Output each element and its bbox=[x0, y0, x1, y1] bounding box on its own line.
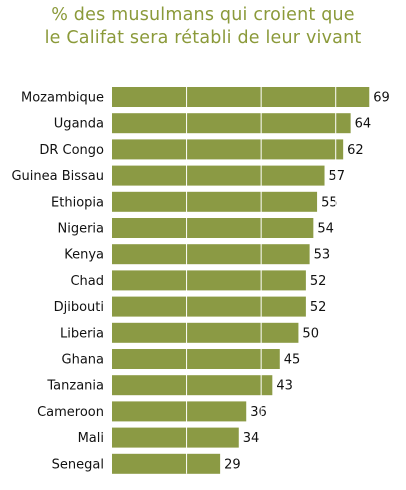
bar-mali bbox=[112, 427, 239, 448]
value-label: 45 bbox=[284, 353, 301, 368]
bar-djibouti bbox=[112, 296, 306, 317]
chart-title: % des musulmans qui croient que le Calif… bbox=[0, 4, 406, 50]
category-label: Djibouti bbox=[54, 300, 104, 315]
category-label: Guinea Bissau bbox=[11, 169, 104, 184]
bar-dr-congo bbox=[112, 139, 344, 160]
value-label: 69 bbox=[373, 91, 390, 106]
bar-tanzania bbox=[112, 375, 273, 396]
gridlines-group bbox=[186, 87, 337, 474]
bar-uganda bbox=[112, 113, 351, 134]
category-label: Kenya bbox=[64, 248, 104, 263]
category-label: Mozambique bbox=[21, 91, 104, 106]
bars-group bbox=[112, 87, 370, 474]
value-label: 50 bbox=[302, 326, 319, 341]
value-label: 36 bbox=[250, 405, 267, 420]
bar-chad bbox=[112, 270, 306, 291]
category-labels-group: Mozambique Uganda DR Congo Guinea Bissau Eth… bbox=[11, 91, 104, 473]
value-label: 54 bbox=[317, 222, 334, 237]
category-label: Cameroon bbox=[37, 405, 104, 420]
value-label: 62 bbox=[347, 143, 364, 158]
category-label: Ghana bbox=[62, 353, 105, 368]
category-label: Mali bbox=[78, 431, 104, 446]
chart-title-line-2: le Califat sera rétabli de leur vivant bbox=[44, 28, 362, 48]
value-label: 34 bbox=[243, 431, 260, 446]
bar-cameroon bbox=[112, 401, 247, 422]
value-label: 64 bbox=[355, 117, 372, 132]
value-label: 53 bbox=[314, 248, 331, 263]
category-label: Nigeria bbox=[57, 222, 104, 237]
bar-liberia bbox=[112, 322, 299, 343]
bar-ghana bbox=[112, 349, 280, 369]
chart-title-line-1: % des musulmans qui croient que bbox=[51, 5, 355, 25]
value-label: 52 bbox=[310, 274, 327, 289]
bar-guinea-bissau bbox=[112, 165, 325, 186]
value-label: 57 bbox=[329, 169, 346, 184]
category-label: Chad bbox=[70, 274, 104, 289]
value-label: 55 bbox=[321, 195, 338, 210]
value-label: 43 bbox=[276, 379, 293, 394]
bar-senegal bbox=[112, 453, 221, 474]
bar-ethiopia bbox=[112, 191, 318, 212]
bar-nigeria bbox=[112, 218, 314, 238]
category-label: Uganda bbox=[54, 117, 104, 132]
category-label: Liberia bbox=[60, 326, 104, 341]
category-label: Ethiopia bbox=[51, 195, 104, 210]
bar-kenya bbox=[112, 244, 310, 265]
bar-mozambique bbox=[112, 87, 370, 107]
category-label: Senegal bbox=[52, 457, 104, 472]
category-label: DR Congo bbox=[39, 143, 104, 158]
value-label: 29 bbox=[224, 457, 241, 472]
category-label: Tanzania bbox=[46, 379, 104, 394]
value-label: 52 bbox=[310, 300, 327, 315]
